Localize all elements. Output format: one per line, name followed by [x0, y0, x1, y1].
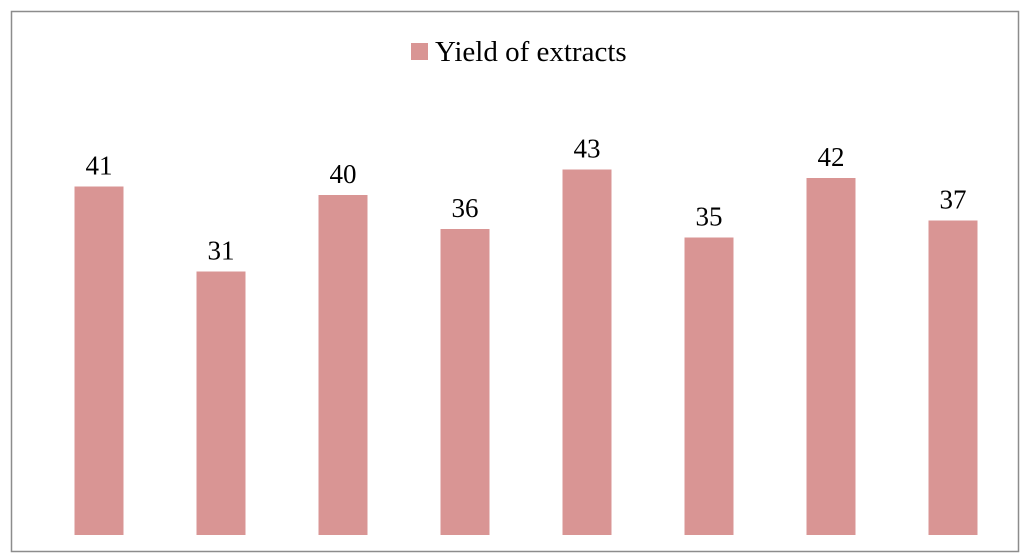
bar-8: [928, 220, 978, 535]
bar-6: [684, 237, 734, 535]
bar-5: [562, 169, 612, 535]
data-label-8: 37: [940, 185, 967, 215]
data-label-7: 42: [818, 142, 845, 172]
legend: Yield of extracts: [411, 36, 627, 68]
bar-2: [196, 271, 246, 535]
data-label-5: 43: [574, 134, 601, 164]
bar-3: [318, 195, 368, 535]
legend-swatch: [411, 43, 428, 60]
data-label-2: 31: [208, 236, 235, 266]
chart-frame: [10, 10, 1020, 553]
data-label-1: 41: [86, 151, 113, 181]
data-label-3: 40: [330, 159, 357, 189]
data-labels-group: 41 31 40 36 43 35 42 37: [86, 134, 967, 266]
bar-7: [806, 178, 856, 535]
bar-4: [440, 229, 490, 535]
legend-label: Yield of extracts: [435, 36, 627, 68]
bar-1: [74, 186, 124, 535]
bars-group: [74, 169, 978, 535]
data-label-6: 35: [696, 202, 723, 232]
data-label-4: 36: [452, 193, 479, 223]
